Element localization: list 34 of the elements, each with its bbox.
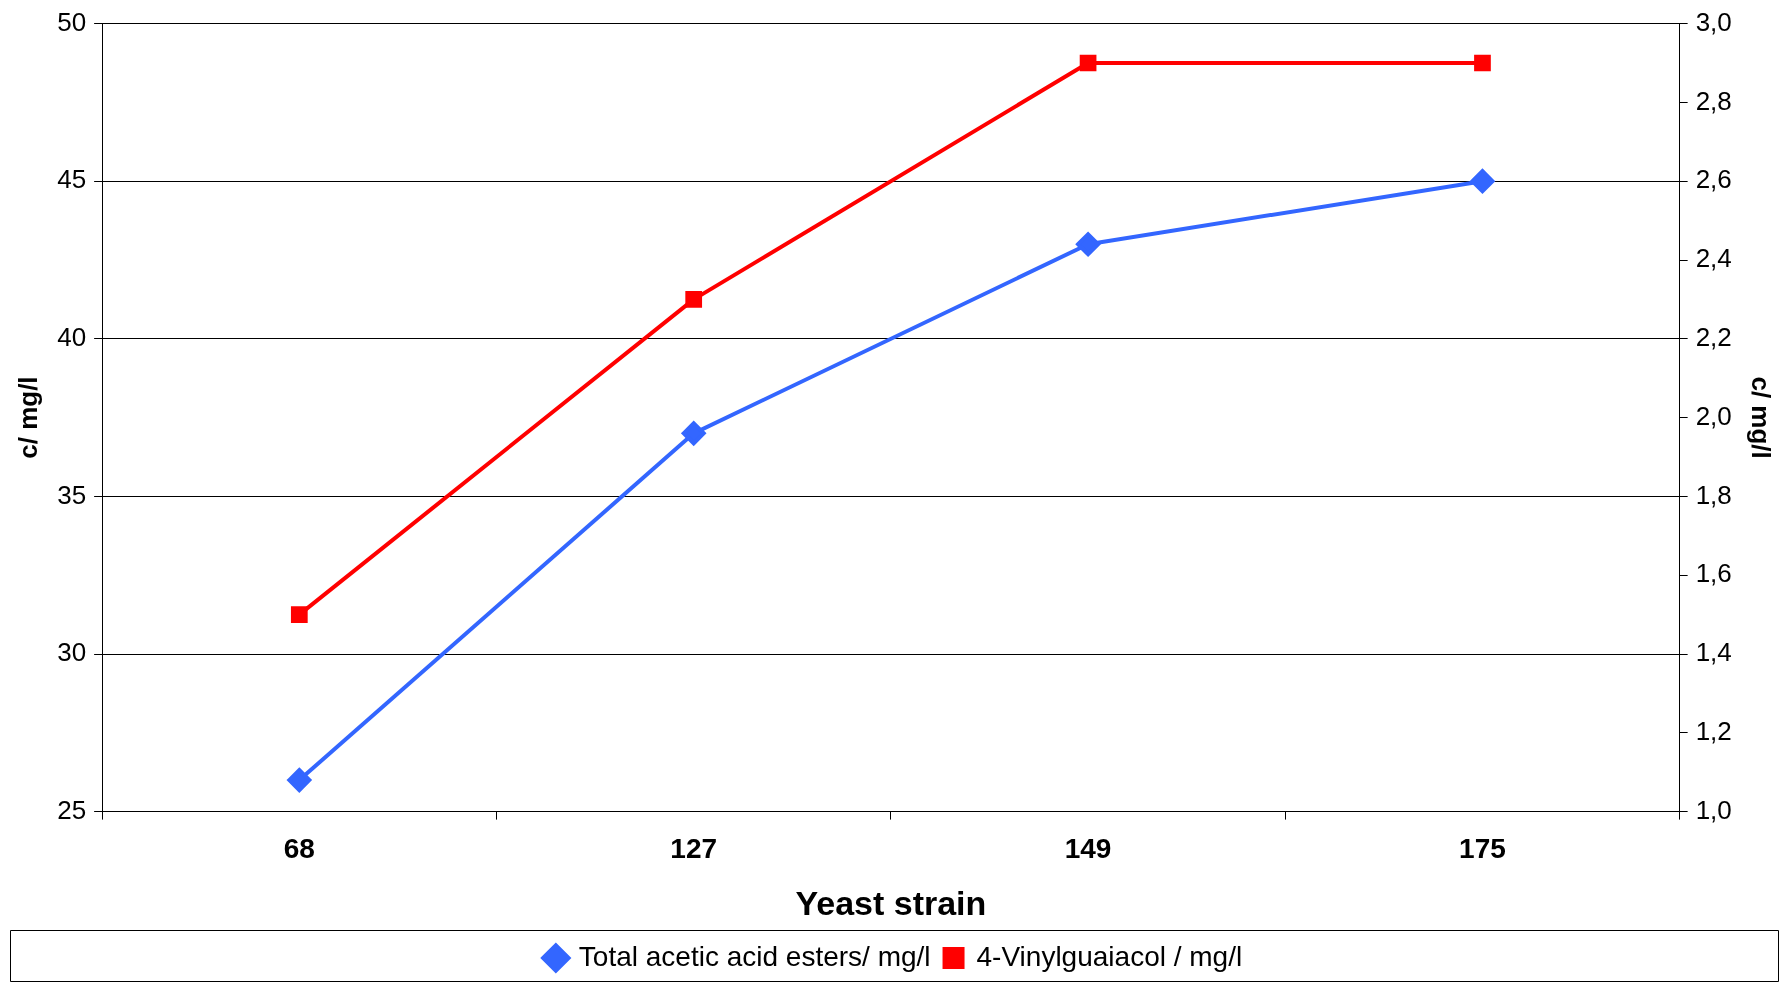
point [290,606,308,623]
y-tick-label: 40 [57,321,87,352]
y2-tick-label: 1,2 [1695,715,1732,746]
legend-label: Total acetic acid esters/ mg/l [578,940,931,972]
y-tick-label: 25 [57,794,87,825]
y2-tick-label: 1,8 [1695,479,1732,510]
y-axis-title: c/ mg/l [12,376,43,459]
y2-axis-title: c/ mg/l [1746,376,1777,459]
x-tick-label: 127 [670,833,718,865]
y-tick-label: 30 [57,637,87,668]
y2-tick-label: 1,6 [1695,558,1732,589]
point [685,291,703,308]
point [1076,232,1101,257]
point [681,421,706,446]
x-tick-label: 68 [283,833,315,865]
y2-tick-label: 1,4 [1695,637,1732,668]
point [1474,54,1491,72]
point [287,768,312,793]
y2-tick-label: 2,4 [1695,243,1732,274]
x-tick-label: 175 [1459,833,1506,865]
y-tick-label: 45 [57,164,87,195]
x-axis-title: Yeast strain [795,883,987,922]
legend-label: 4-Vinylguaiacol / mg/l [976,940,1243,972]
point [1079,54,1097,72]
y-tick-label: 35 [57,479,87,510]
y2-tick-label: 2,8 [1695,85,1732,116]
y2-tick-label: 3,0 [1695,6,1732,37]
y2-tick-label: 1,0 [1695,794,1732,825]
x-tick-label: 149 [1064,833,1112,865]
point [1470,169,1495,194]
y2-tick-label: 2,0 [1695,400,1732,431]
y2-tick-label: 2,2 [1695,321,1732,352]
y2-tick-label: 2,6 [1695,164,1732,195]
y-tick-label: 50 [57,6,87,37]
